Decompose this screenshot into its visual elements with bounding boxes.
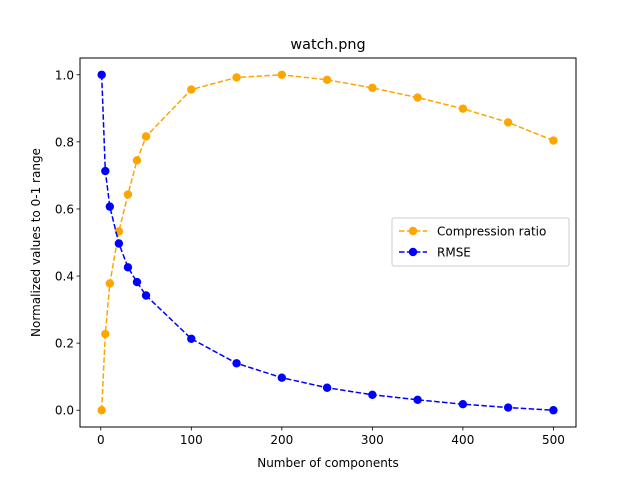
legend-marker-rmse	[408, 247, 418, 257]
y-tick-label: 0.6	[55, 202, 74, 216]
legend-box	[391, 217, 570, 267]
y-tick-label: 0.2	[55, 337, 74, 351]
data-point-rmse	[114, 239, 124, 248]
x-tick-label: 400	[451, 433, 474, 447]
data-point-compression-ratio	[413, 93, 422, 102]
legend-label-compression-ratio: Compression ratio	[437, 225, 546, 239]
data-point-compression-ratio	[232, 73, 241, 82]
data-point-compression-ratio	[101, 329, 110, 339]
x-tick-label: 0	[97, 433, 105, 447]
legend-marker-compression-ratio	[408, 226, 418, 236]
y-tick-label: 0.0	[55, 404, 74, 418]
y-axis-ticks: 0.0 0.2 0.4 0.6 0.8 1.0	[55, 68, 80, 418]
x-tick-label: 500	[542, 433, 565, 447]
data-point-rmse	[132, 277, 142, 287]
data-point-rmse	[503, 403, 513, 412]
data-point-compression-ratio	[368, 83, 377, 93]
y-tick-label: 1.0	[55, 68, 74, 82]
data-point-rmse	[101, 166, 110, 176]
x-tick-label: 100	[180, 433, 203, 447]
y-tick-label: 0.4	[55, 270, 74, 284]
data-point-rmse	[368, 390, 377, 399]
data-point-compression-ratio	[503, 118, 513, 127]
series-layer	[97, 70, 558, 415]
legend: Compression ratio RMSE	[391, 217, 570, 267]
data-point-compression-ratio	[123, 190, 133, 199]
data-point-compression-ratio	[549, 136, 558, 145]
data-point-compression-ratio	[141, 132, 151, 141]
series-line-compression-ratio	[100, 74, 554, 411]
data-point-rmse	[141, 291, 151, 300]
x-tick-label: 200	[270, 433, 293, 447]
plot-frame	[79, 57, 577, 428]
y-axis-label: Normalized values to 0-1 range	[29, 148, 43, 337]
data-point-rmse	[322, 383, 332, 392]
data-point-rmse	[549, 406, 558, 415]
data-point-compression-ratio	[458, 104, 468, 113]
data-point-rmse	[187, 334, 196, 343]
series-line-rmse	[100, 74, 554, 411]
x-tick-label: 300	[361, 433, 384, 447]
data-point-rmse	[123, 263, 133, 272]
data-point-compression-ratio	[132, 156, 142, 165]
data-point-rmse	[97, 70, 106, 79]
data-point-rmse	[105, 202, 115, 211]
data-point-compression-ratio	[97, 406, 106, 415]
data-point-rmse	[232, 359, 241, 368]
data-point-rmse	[458, 399, 468, 409]
data-point-rmse	[413, 395, 422, 405]
data-point-compression-ratio	[277, 70, 287, 79]
data-point-rmse	[277, 373, 287, 382]
chart-title: watch.png	[290, 37, 365, 53]
y-tick-label: 0.8	[55, 135, 74, 149]
x-axis-label: Number of components	[257, 456, 399, 470]
data-point-compression-ratio	[187, 85, 196, 94]
data-point-compression-ratio	[322, 75, 332, 85]
data-point-compression-ratio	[105, 279, 115, 288]
legend-label-rmse: RMSE	[437, 246, 471, 260]
x-axis-ticks: 0 100 200 300 400 500	[97, 427, 565, 447]
